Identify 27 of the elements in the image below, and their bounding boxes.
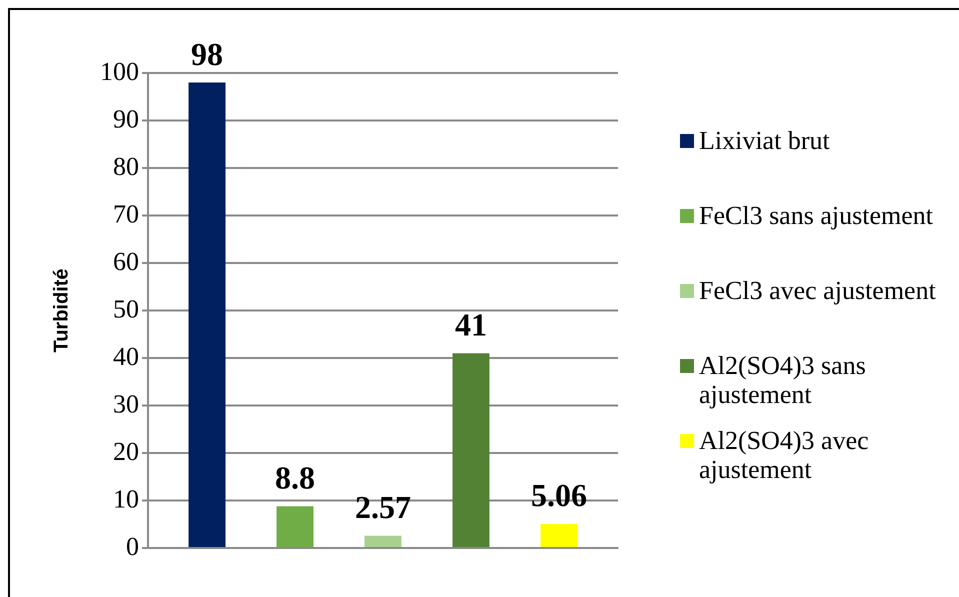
legend-label: Al2(SO4)3 avec ajustement xyxy=(699,426,870,484)
y-tick-label: 10 xyxy=(113,484,139,514)
y-axis-title: Turbidité xyxy=(50,268,73,353)
y-tick-label: 60 xyxy=(113,246,139,276)
legend-label: FeCl3 sans ajustement xyxy=(699,201,933,230)
bar xyxy=(188,82,226,547)
bar xyxy=(540,524,578,547)
y-tick-label: 70 xyxy=(113,199,139,228)
bar xyxy=(276,506,314,547)
data-label: 2.57 xyxy=(355,489,411,526)
data-label: 98 xyxy=(191,36,224,72)
data-label: 8.8 xyxy=(275,459,316,496)
bar xyxy=(364,536,402,547)
y-tick-label: 30 xyxy=(113,389,139,418)
legend-label: Al2(SO4)3 sans ajustement xyxy=(699,351,867,409)
y-tick-label: 40 xyxy=(113,342,139,371)
legend-label: FeCl3 avec ajustement xyxy=(699,276,936,305)
y-tick-label: 100 xyxy=(100,56,139,86)
data-label: 41 xyxy=(454,306,487,343)
y-tick-label: 0 xyxy=(126,532,139,561)
legend-label: Lixiviat brut xyxy=(699,126,830,155)
data-label: 5.06 xyxy=(530,477,587,514)
y-tick-label: 20 xyxy=(113,436,139,466)
bar xyxy=(452,353,490,547)
y-tick-label: 80 xyxy=(113,152,139,181)
y-tick-label: 90 xyxy=(113,104,139,134)
y-tick-label: 50 xyxy=(113,294,139,324)
